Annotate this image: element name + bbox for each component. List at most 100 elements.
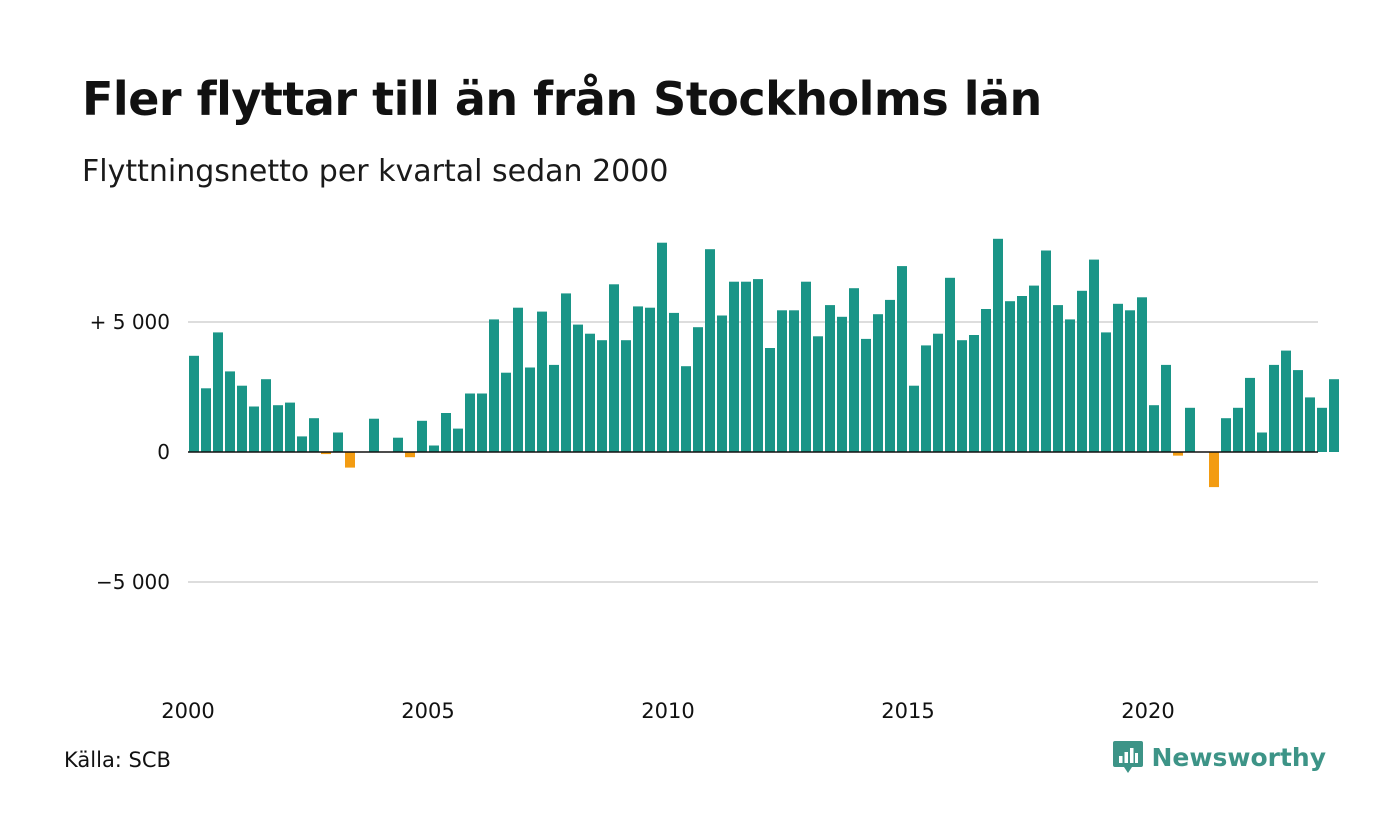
bar xyxy=(813,336,823,452)
bar xyxy=(933,333,943,452)
bar xyxy=(441,413,451,452)
bar xyxy=(1209,452,1219,488)
newsworthy-logo-icon xyxy=(1112,741,1143,773)
bar xyxy=(909,385,919,452)
bar xyxy=(345,452,355,468)
bar xyxy=(429,445,439,452)
bar xyxy=(453,428,463,452)
bar xyxy=(1029,285,1039,452)
bar xyxy=(309,418,319,452)
x-tick-label: 2015 xyxy=(881,699,934,723)
bar xyxy=(1305,397,1315,452)
bar xyxy=(273,405,283,452)
y-tick-label: −5 000 xyxy=(96,570,170,594)
bar xyxy=(1077,290,1087,452)
bar xyxy=(957,340,967,452)
bar xyxy=(1053,305,1063,452)
bar xyxy=(717,315,727,452)
brand-name: Newsworthy xyxy=(1151,742,1327,772)
bar xyxy=(1233,407,1243,452)
bar xyxy=(477,393,487,452)
bar xyxy=(921,345,931,452)
bar xyxy=(1041,250,1051,452)
bar xyxy=(681,366,691,452)
bar xyxy=(1245,377,1255,452)
bar xyxy=(789,310,799,452)
bar xyxy=(489,319,499,452)
x-axis-ticks: 2000 2005 2010 2015 2020 xyxy=(161,699,1174,723)
brand-logo[interactable]: Newsworthy xyxy=(1112,740,1327,774)
bar xyxy=(189,355,199,452)
bar xyxy=(1005,301,1015,452)
bar xyxy=(645,307,655,452)
bar xyxy=(237,385,247,452)
bar xyxy=(705,249,715,452)
bar xyxy=(885,299,895,452)
bar xyxy=(861,338,871,452)
bar xyxy=(621,340,631,452)
bar xyxy=(297,436,307,452)
x-tick-label: 2000 xyxy=(161,699,214,723)
bar xyxy=(1089,259,1099,452)
bar xyxy=(633,306,643,452)
bar xyxy=(333,432,343,452)
bar xyxy=(897,266,907,452)
bar xyxy=(393,437,403,452)
bar xyxy=(765,348,775,452)
bar xyxy=(741,281,751,452)
bar xyxy=(1173,452,1183,456)
bar xyxy=(585,333,595,452)
bar xyxy=(825,305,835,452)
bar xyxy=(609,284,619,452)
bar xyxy=(1161,364,1171,452)
bar xyxy=(285,402,295,452)
bar xyxy=(693,327,703,452)
bar xyxy=(501,372,511,452)
bar xyxy=(573,324,583,452)
chart-title: Fler flyttar till än från Stockholms län xyxy=(82,72,1042,126)
bar xyxy=(1317,407,1327,452)
bar xyxy=(1329,379,1339,452)
bar xyxy=(369,418,379,452)
bar xyxy=(417,420,427,452)
bar xyxy=(873,314,883,452)
bar xyxy=(1269,364,1279,452)
bar xyxy=(1221,418,1231,452)
bar xyxy=(837,316,847,452)
bar xyxy=(657,242,667,452)
bar xyxy=(1065,319,1075,452)
bar xyxy=(801,281,811,452)
bar xyxy=(249,406,259,452)
bar xyxy=(981,309,991,452)
bar xyxy=(225,371,235,452)
y-tick-label: 0 xyxy=(157,440,170,464)
x-tick-label: 2010 xyxy=(641,699,694,723)
bar xyxy=(261,379,271,452)
bar xyxy=(1257,432,1267,452)
bar xyxy=(1149,405,1159,452)
bar xyxy=(1113,303,1123,452)
bars xyxy=(189,238,1339,488)
bar xyxy=(1125,310,1135,452)
bar xyxy=(525,367,535,452)
bar xyxy=(669,312,679,452)
x-tick-label: 2005 xyxy=(401,699,454,723)
bar xyxy=(549,364,559,452)
bar xyxy=(213,332,223,452)
bar xyxy=(465,393,475,452)
bar xyxy=(537,311,547,452)
bar xyxy=(1185,407,1195,452)
bar xyxy=(1137,297,1147,452)
bar xyxy=(201,388,211,452)
chart-subtitle: Flyttningsnetto per kvartal sedan 2000 xyxy=(82,154,669,189)
bar xyxy=(993,238,1003,452)
bar xyxy=(945,277,955,452)
bar xyxy=(597,340,607,452)
bar xyxy=(753,279,763,452)
bar xyxy=(405,452,415,458)
bar xyxy=(1293,370,1303,452)
bar xyxy=(1101,332,1111,452)
x-tick-label: 2020 xyxy=(1121,699,1174,723)
bar xyxy=(321,452,331,455)
